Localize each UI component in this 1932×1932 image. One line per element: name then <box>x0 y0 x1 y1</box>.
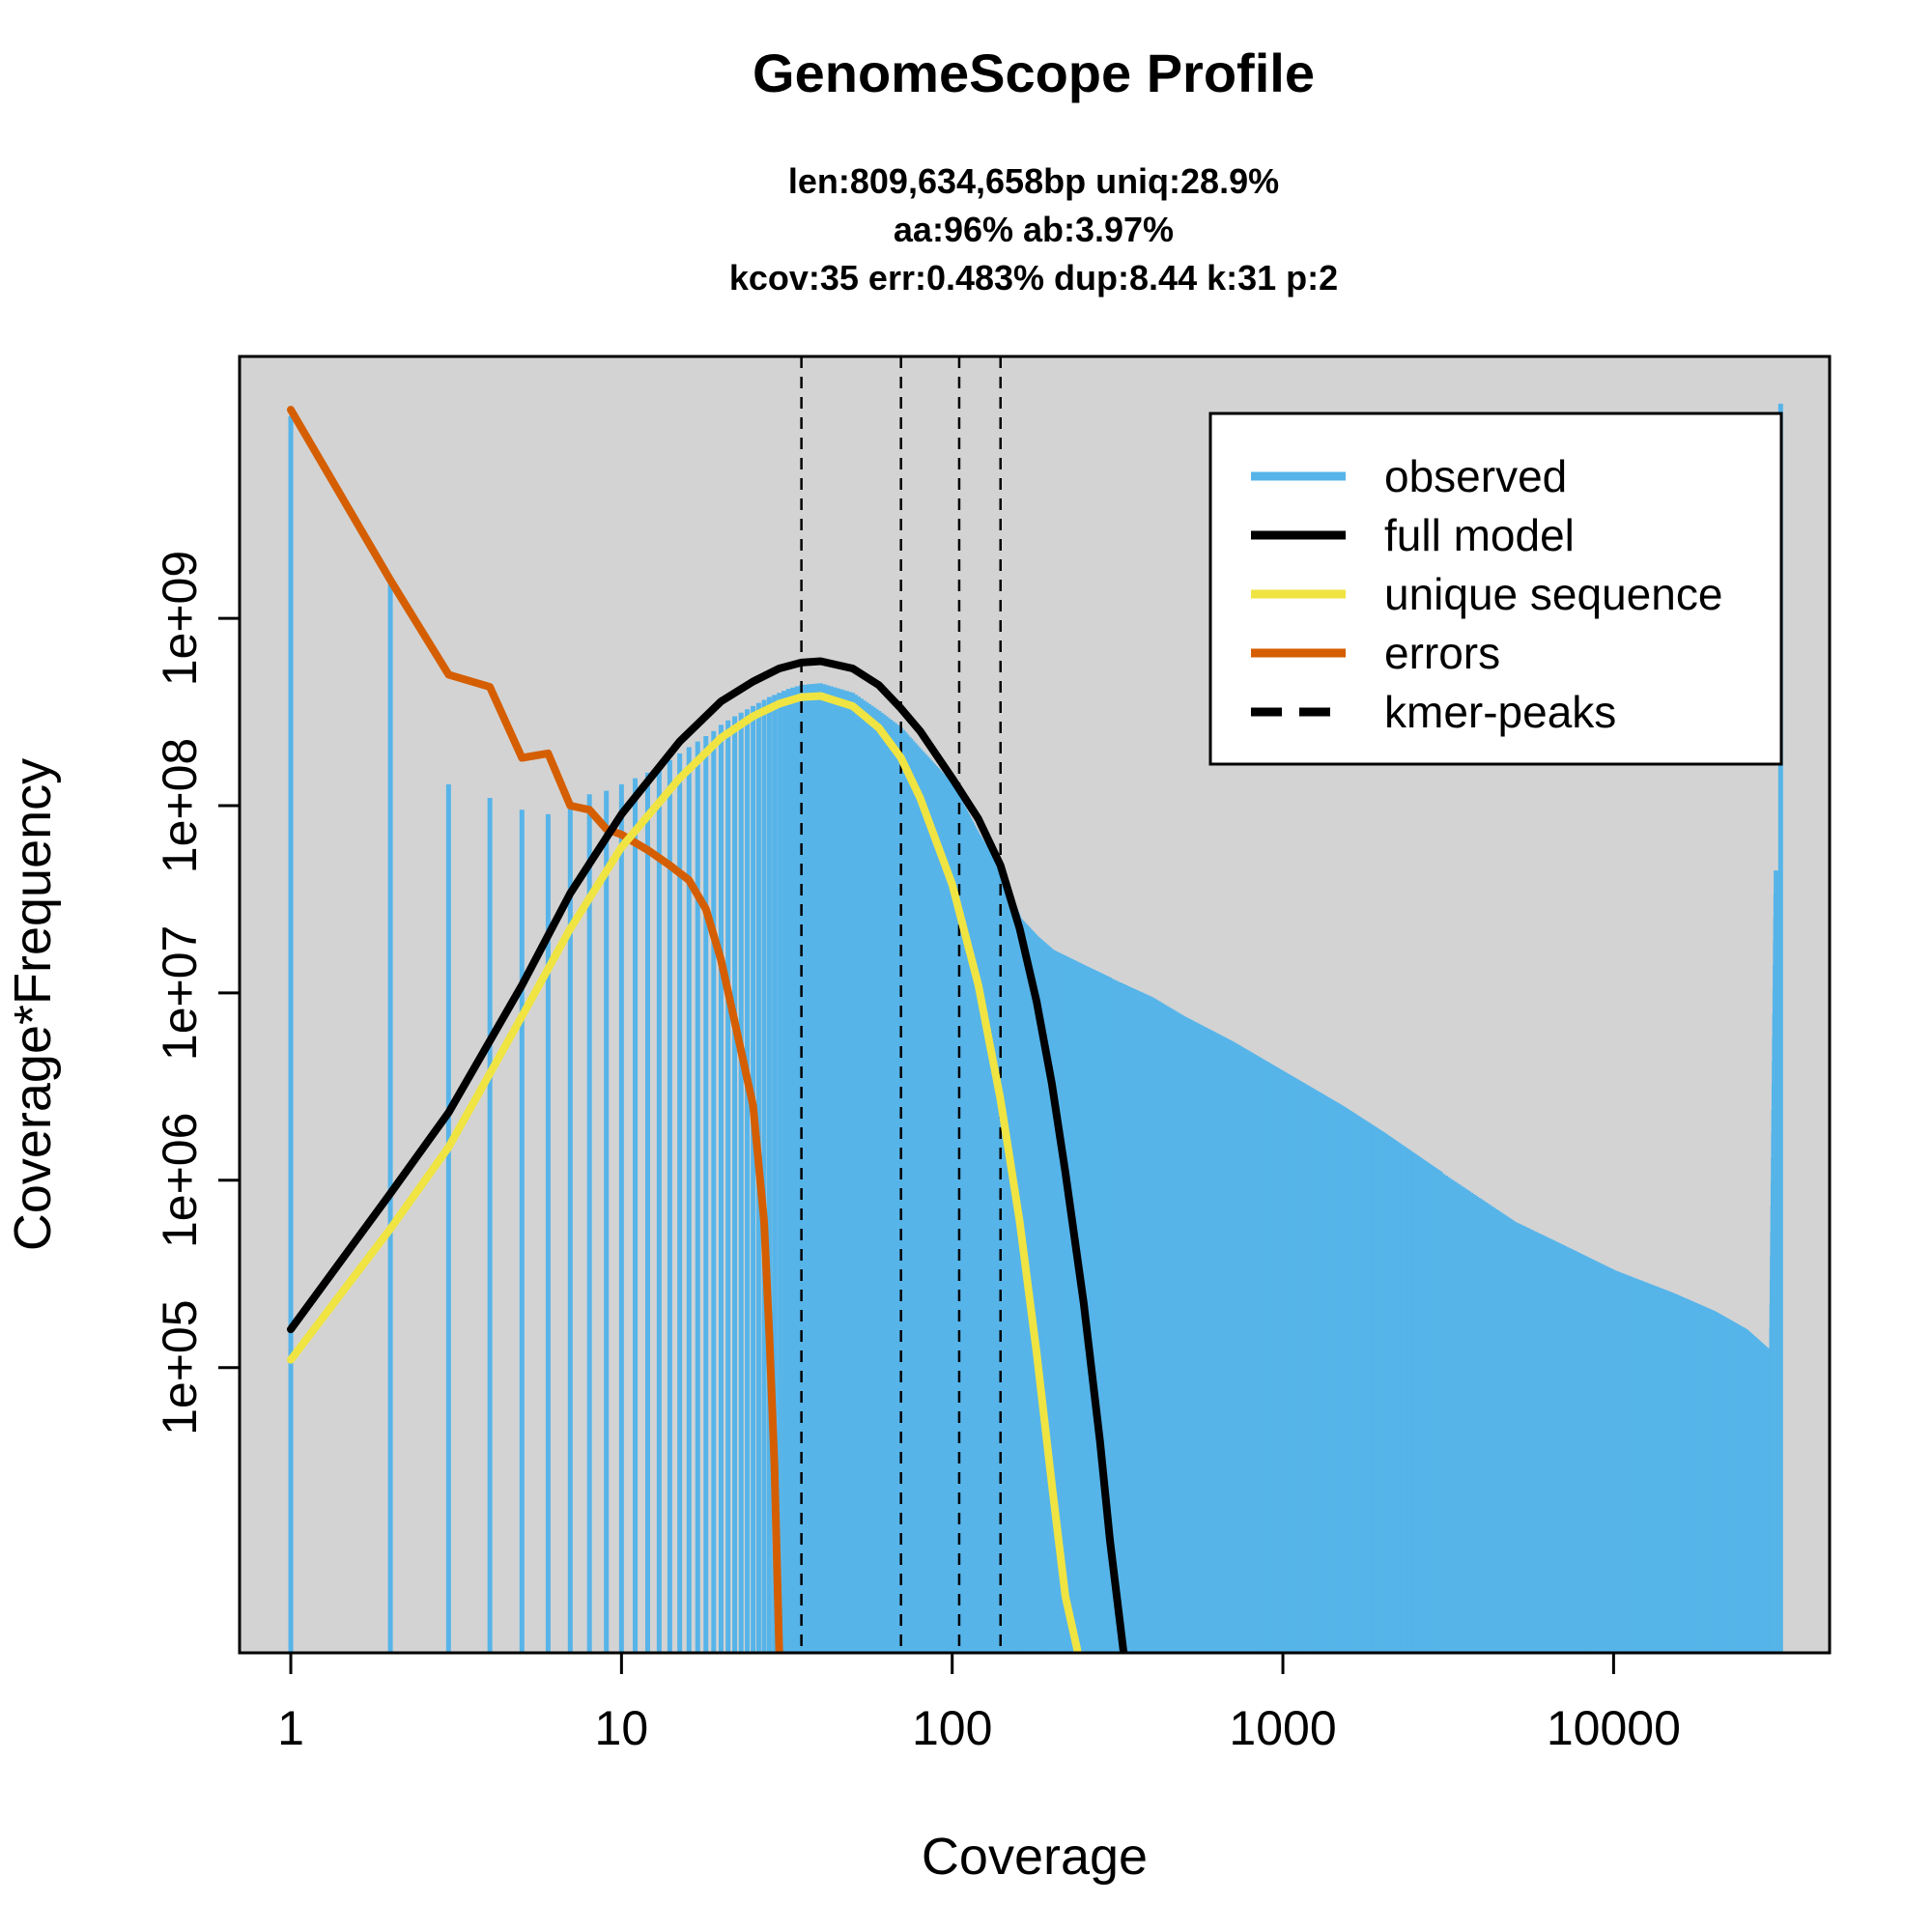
chart-subtitle-line-1: len:809,634,658bp uniq:28.9% <box>788 161 1279 201</box>
y-axis-label: Coverage*Frequency <box>4 758 62 1251</box>
observed-bars <box>288 403 1783 1653</box>
y-tick-label: 1e+06 <box>153 1113 207 1248</box>
series-line-errors <box>287 406 783 1653</box>
legend-label-kmer-peaks: kmer-peaks <box>1384 687 1616 737</box>
y-tick-label: 1e+08 <box>153 738 207 873</box>
x-tick-label: 1 <box>277 1701 304 1755</box>
x-axis-label: Coverage <box>922 1828 1148 1886</box>
y-tick-label: 1e+05 <box>153 1299 207 1435</box>
x-tick-label: 1000 <box>1229 1701 1336 1755</box>
model-lines <box>287 406 1128 1653</box>
legend-label-observed: observed <box>1384 451 1567 501</box>
legend-label-unique-sequence: unique sequence <box>1384 569 1722 619</box>
chart-title: GenomeScope Profile <box>753 43 1315 103</box>
x-tick-label: 100 <box>912 1701 992 1755</box>
plot-frame <box>238 355 1832 1655</box>
chart-subtitle-line-3: kcov:35 err:0.483% dup:8.44 k:31 p:2 <box>729 258 1338 298</box>
chart-subtitle-line-2: aa:96% ab:3.97% <box>894 210 1174 249</box>
series-line-unique-sequence <box>287 692 1082 1653</box>
x-axis: 1 10 100 1000 10000 <box>277 1653 1681 1755</box>
legend-label-errors: errors <box>1384 628 1500 678</box>
y-tick-label: 1e+07 <box>153 925 207 1061</box>
x-tick-label: 10000 <box>1547 1701 1681 1755</box>
x-tick-label: 10 <box>595 1701 649 1755</box>
y-axis: 1e+05 1e+06 1e+07 1e+08 1e+09 <box>153 551 240 1435</box>
legend-label-full-model: full model <box>1384 510 1575 560</box>
y-tick-label: 1e+09 <box>153 551 207 686</box>
series-line-full-model <box>287 657 1128 1653</box>
kmer-peak-lines <box>800 356 1002 1653</box>
legend: observed full model unique sequence errors k… <box>1208 412 1783 766</box>
